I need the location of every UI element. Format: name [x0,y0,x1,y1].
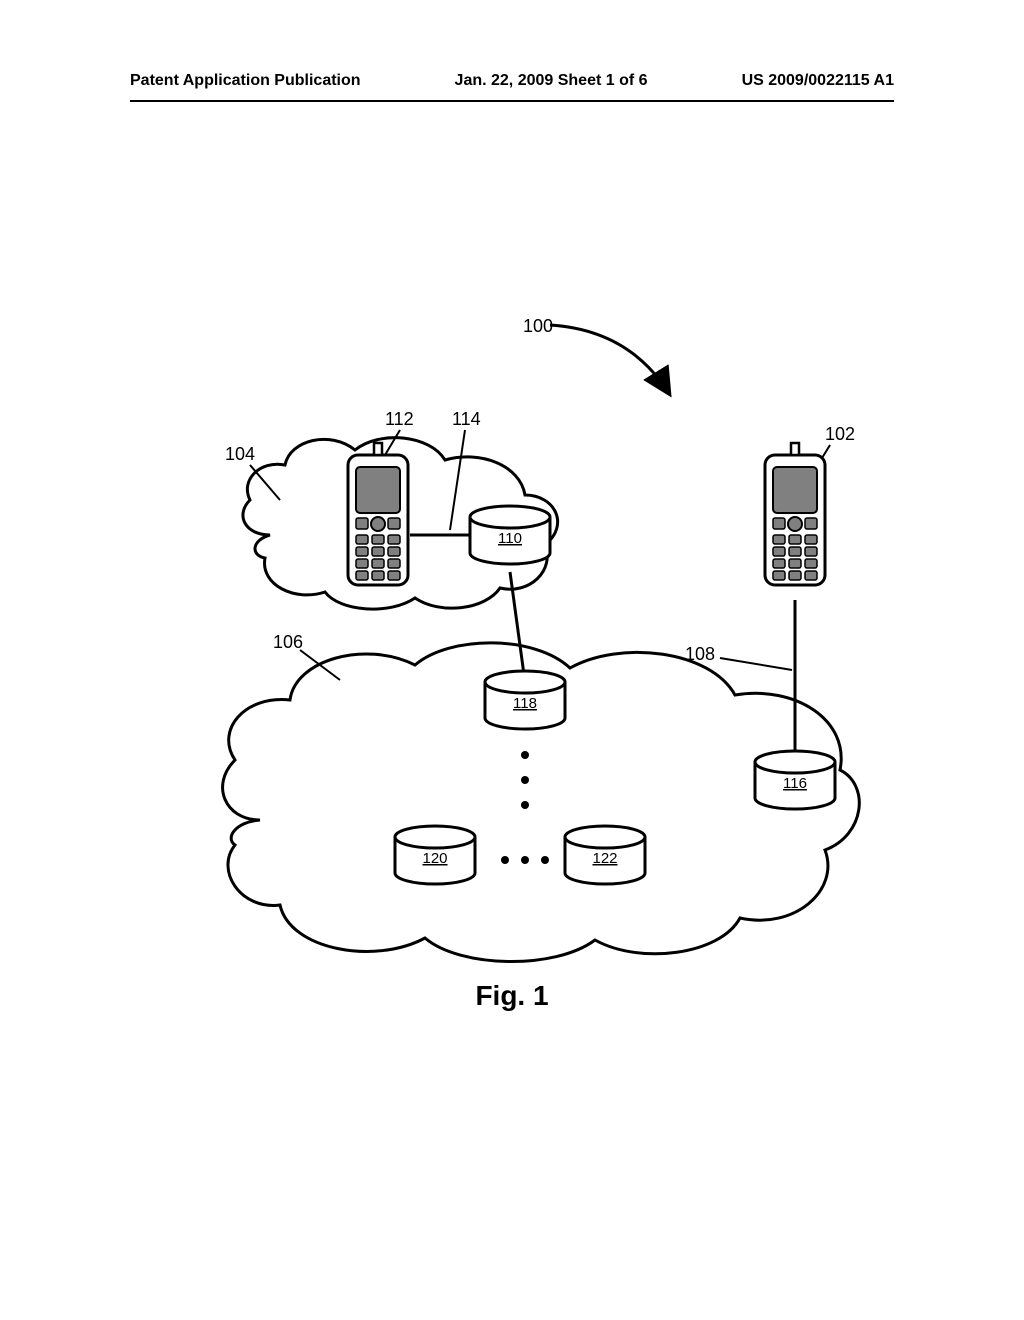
hdot [501,856,509,864]
ref-label-104: 104 [225,444,255,464]
cyl-label-120: 120 [422,850,447,867]
phone-102 [765,443,825,585]
ref-label-100: 100 [523,316,553,336]
header-rule [130,100,894,102]
cylinder-120: 120 [395,826,475,884]
cyl-label-116: 116 [783,775,807,792]
page-header: Patent Application Publication Jan. 22, … [130,72,894,90]
diagram-svg: 100 104 106 [130,300,894,1000]
phone-112 [348,443,408,585]
header-center: Jan. 22, 2009 Sheet 1 of 6 [455,72,648,90]
cylinder-116: 116 [755,751,835,809]
hdot [541,856,549,864]
ref-label-112: 112 [385,409,414,429]
vdot [521,801,529,809]
page: Patent Application Publication Jan. 22, … [0,0,1024,1320]
header-right: US 2009/0022115 A1 [742,72,894,90]
figure-caption: Fig. 1 [130,980,894,1012]
ref-label-106: 106 [273,632,303,652]
figure-1-diagram: 100 104 106 [130,300,894,1000]
ref-label-102: 102 [825,424,855,444]
ref-label-114: 114 [452,409,481,429]
cyl-label-118: 118 [513,695,537,712]
ref-label-108: 108 [685,644,715,664]
cylinder-110: 110 [470,506,550,564]
leader-108 [720,658,792,670]
cyl-label-122: 122 [592,850,617,867]
ref-arrow-100 [550,325,670,395]
vdot [521,751,529,759]
cylinder-122: 122 [565,826,645,884]
header-left: Patent Application Publication [130,72,361,90]
cyl-label-110: 110 [498,530,522,547]
vdot [521,776,529,784]
hdot [521,856,529,864]
cylinder-118: 118 [485,671,565,729]
leader-102 [822,445,830,458]
